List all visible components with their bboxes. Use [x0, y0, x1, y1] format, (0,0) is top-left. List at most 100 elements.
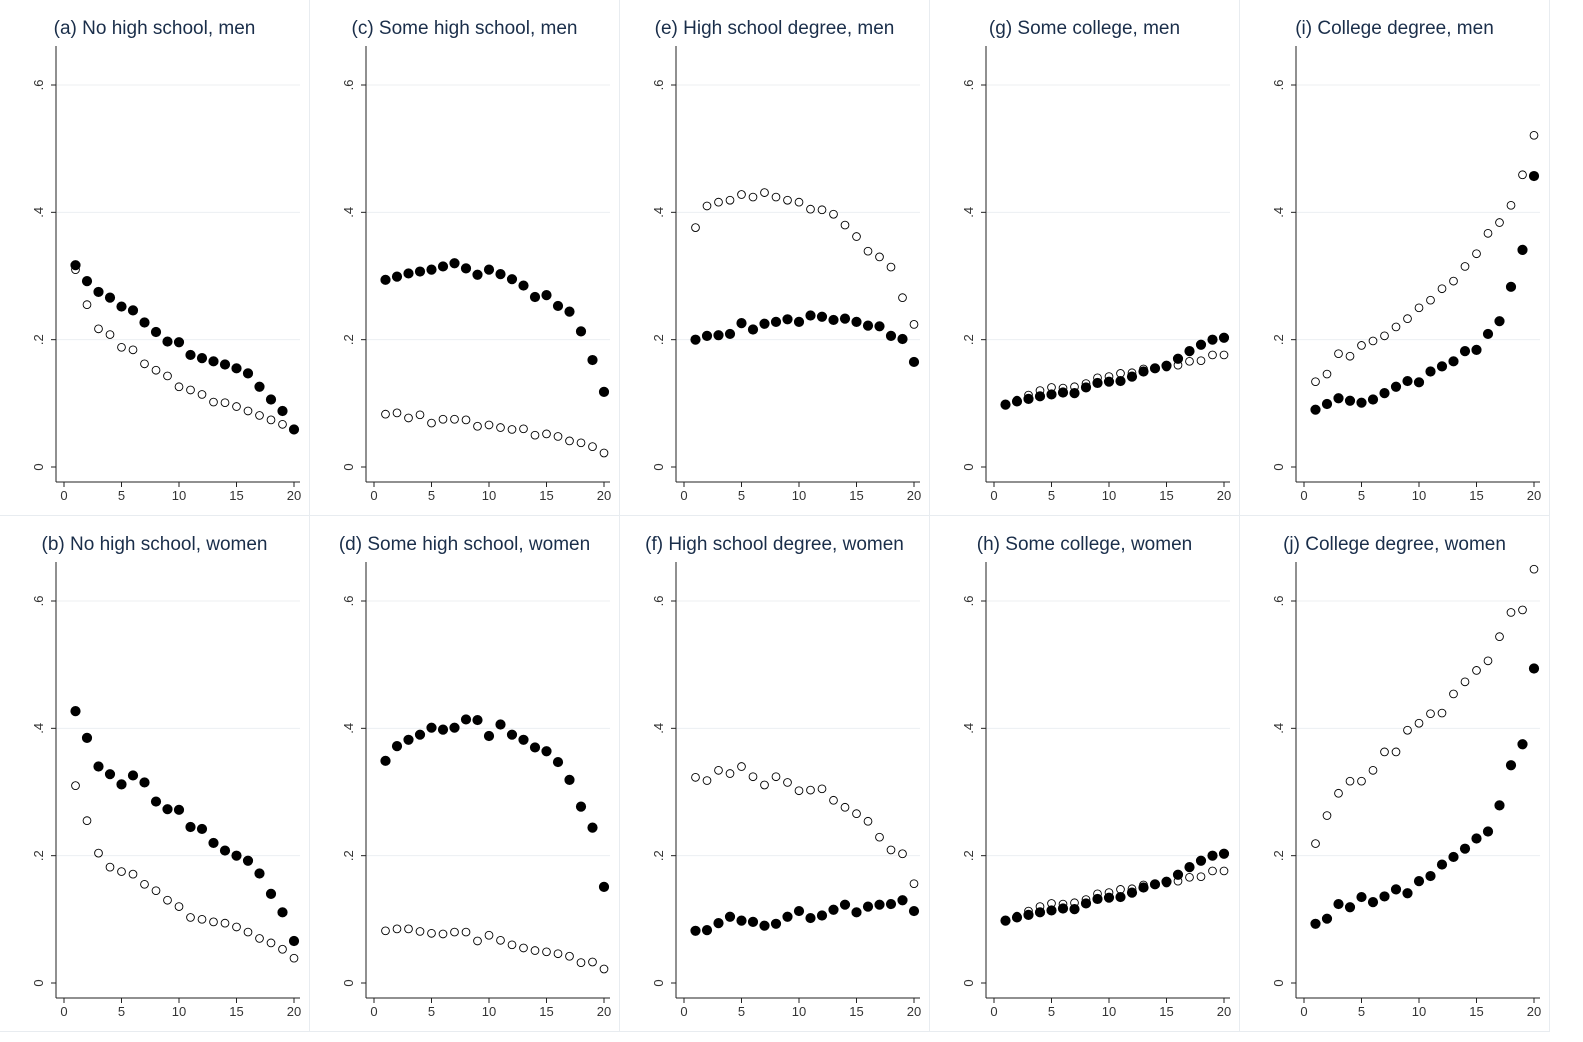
data-point-hollow: [473, 936, 482, 946]
y-tick-label: 0: [31, 463, 46, 470]
data-point-filled: [70, 260, 81, 271]
data-point-filled: [93, 761, 104, 772]
data-point-filled: [1517, 244, 1528, 255]
data-point-hollow: [1334, 788, 1343, 798]
data-point-filled: [839, 899, 851, 910]
x-tick-label: 5: [428, 1004, 435, 1019]
data-point-filled: [495, 719, 506, 730]
panel-b: (b) No high school, women 0 .2 .4 .6 0 5 10 15 2…: [0, 516, 310, 1032]
data-point-filled: [1333, 393, 1344, 404]
data-point-filled: [552, 756, 564, 768]
data-point-hollow: [1311, 839, 1320, 848]
y-tick-label: .6: [961, 596, 976, 607]
data-point-hollow: [186, 385, 195, 395]
data-point-filled: [1425, 366, 1436, 377]
data-point-filled: [1517, 739, 1528, 750]
data-point-filled: [162, 336, 173, 347]
data-point-filled: [862, 320, 874, 331]
data-point-filled: [747, 916, 759, 927]
data-point-filled: [483, 730, 495, 742]
data-point-filled: [288, 935, 300, 947]
data-point-filled: [1046, 389, 1057, 400]
data-point-hollow: [909, 320, 919, 329]
data-point-hollow: [151, 886, 161, 896]
x-tick-label: 15: [539, 488, 553, 503]
data-point-hollow: [1196, 356, 1206, 366]
panel-e: (e) High school degree, men 0 .2 .4 .6 0 5 10 1…: [620, 0, 930, 516]
data-point-filled: [1402, 888, 1413, 899]
x-tick-label: 20: [907, 1004, 921, 1019]
x-tick-label: 10: [792, 488, 806, 503]
data-point-filled: [231, 363, 242, 374]
data-point-filled: [219, 359, 231, 370]
y-tick-label: .2: [651, 334, 666, 345]
data-point-hollow: [1518, 170, 1527, 180]
data-point-filled: [862, 901, 874, 912]
data-point-filled: [874, 321, 885, 332]
data-point-hollow: [553, 432, 563, 441]
data-point-hollow: [1437, 708, 1447, 718]
data-point-filled: [1482, 328, 1494, 340]
panel-g: (g) Some college, men 0 .2 .4 .6 0 5 10 15 20: [930, 0, 1240, 516]
data-point-filled: [759, 318, 770, 329]
data-point-filled: [1310, 404, 1321, 415]
data-point-filled: [1161, 360, 1172, 371]
y-tick-label: 0: [31, 979, 46, 986]
data-point-filled: [1115, 375, 1126, 387]
data-point-filled: [1528, 663, 1540, 674]
data-point-hollow: [1185, 356, 1194, 366]
panel-title: (h) Some college, women: [976, 534, 1193, 555]
data-point-filled: [1092, 377, 1103, 389]
x-tick-label: 15: [1469, 488, 1483, 503]
data-point-filled: [426, 264, 437, 275]
x-tick-label: 0: [1300, 488, 1307, 503]
data-point-hollow: [392, 924, 402, 934]
data-point-filled: [1034, 907, 1046, 918]
x-tick-label: 10: [792, 1004, 806, 1019]
data-point-hollow: [117, 867, 126, 876]
data-point-filled: [897, 895, 908, 906]
data-point-filled: [874, 899, 885, 910]
y-tick-label: .2: [1271, 850, 1286, 861]
data-point-hollow: [1460, 262, 1470, 271]
x-tick-label: 20: [287, 488, 301, 503]
x-tick-label: 15: [229, 488, 243, 503]
data-point-hollow: [783, 778, 792, 787]
x-tick-label: 0: [990, 488, 997, 503]
data-point-filled: [828, 904, 839, 915]
x-tick-label: 20: [597, 1004, 611, 1019]
data-point-filled: [380, 755, 391, 766]
data-point-hollow: [806, 204, 815, 214]
x-tick-label: 10: [1102, 488, 1116, 503]
data-point-hollow: [852, 232, 861, 241]
data-point-hollow: [496, 423, 505, 432]
y-tick-label: .4: [961, 723, 976, 734]
data-point-filled: [460, 263, 472, 274]
x-tick-label: 5: [1048, 1004, 1055, 1019]
y-tick-label: .2: [341, 850, 356, 861]
y-tick-label: .6: [341, 80, 356, 91]
data-point-filled: [265, 888, 277, 899]
data-point-filled: [1023, 909, 1034, 920]
data-point-filled: [414, 266, 426, 277]
data-point-filled: [1161, 876, 1172, 887]
y-tick-label: .6: [651, 596, 666, 607]
data-point-hollow: [886, 845, 896, 855]
data-point-hollow: [415, 410, 425, 420]
data-point-hollow: [1368, 766, 1378, 775]
data-point-filled: [598, 386, 610, 397]
data-point-hollow: [794, 197, 804, 207]
x-tick-label: 15: [849, 488, 863, 503]
x-tick-label: 10: [172, 488, 186, 503]
data-point-hollow: [266, 938, 276, 948]
panel-title: (b) No high school, women: [41, 534, 268, 555]
data-point-hollow: [1426, 709, 1435, 719]
data-point-filled: [208, 837, 219, 849]
data-point-hollow: [94, 324, 103, 334]
data-point-hollow: [588, 442, 597, 451]
data-point-hollow: [829, 795, 838, 805]
data-point-hollow: [725, 195, 735, 205]
plot-i: 0 .2 .4 .6 0 5 10 15 20: [1271, 46, 1541, 503]
data-point-hollow: [82, 300, 92, 310]
data-point-filled: [736, 915, 747, 926]
